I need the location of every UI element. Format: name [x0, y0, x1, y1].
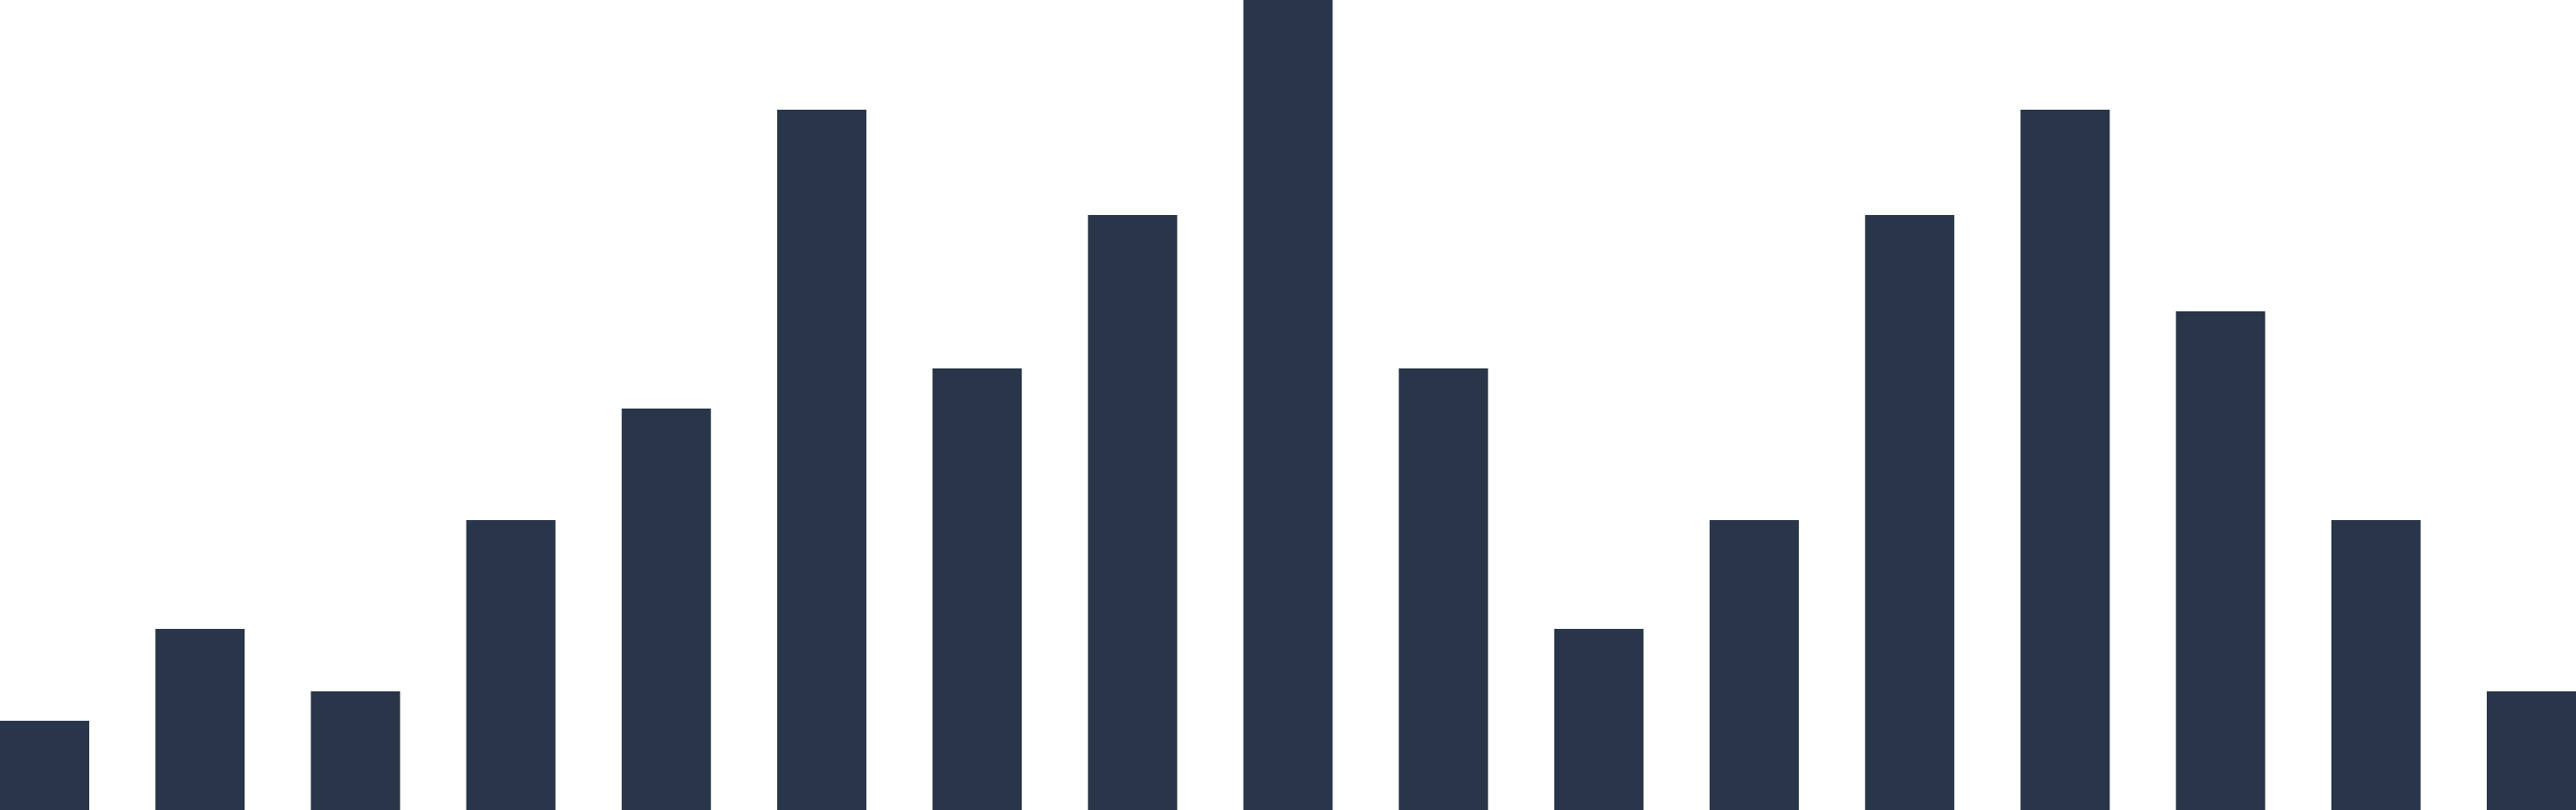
bar [1710, 520, 1800, 810]
bar [1553, 629, 1644, 810]
bar [2020, 110, 2110, 810]
bar [621, 409, 711, 810]
bar [932, 368, 1023, 810]
bar [466, 520, 556, 810]
bar [155, 629, 245, 810]
bar [1088, 215, 1178, 810]
bar [2331, 520, 2421, 810]
bar [776, 110, 866, 810]
bar [1398, 368, 1488, 810]
bar [2487, 691, 2576, 810]
bar [0, 721, 89, 810]
bar [1865, 215, 1955, 810]
bar [2175, 311, 2265, 810]
bar [1243, 0, 1333, 810]
bar [311, 691, 401, 810]
